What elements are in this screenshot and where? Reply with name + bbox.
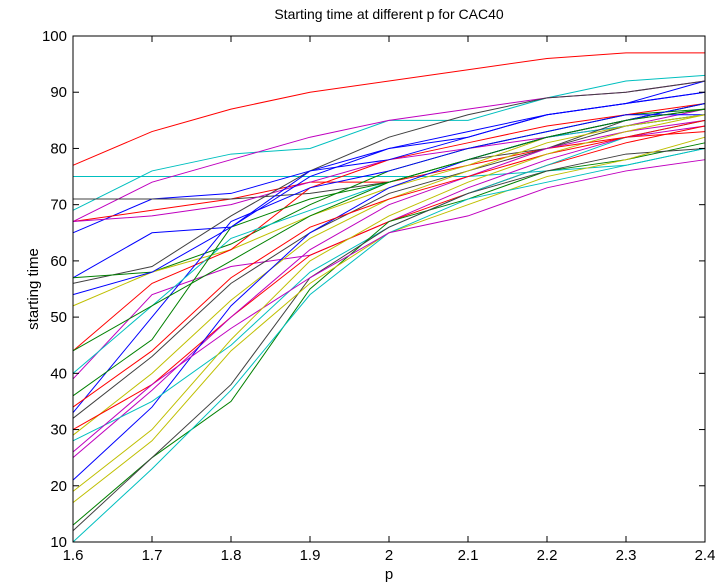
series-line-24 [72,142,706,526]
series-line-15 [72,114,705,414]
series-line-32 [72,114,706,492]
series-line-18 [72,108,706,419]
plot-area-frame [72,35,706,543]
y-tick-label: 70 [50,197,67,214]
y-tick-label: 100 [42,28,67,45]
x-tick-label: 1.9 [300,547,321,564]
x-tick-labels: 1.6 1.7 1.8 1.9 2 2.1 2.2 2.3 2.4 [63,547,715,564]
x-tick-label: 1.8 [221,547,242,564]
y-tick-label: 60 [50,253,67,270]
y-tick-label: 80 [50,140,67,157]
y-axis-title: starting time [25,248,42,330]
series-layer [72,52,706,543]
x-tick-label: 2.4 [695,547,715,564]
x-tick-label: 2.3 [616,547,637,564]
x-tick-label: 1.7 [142,547,163,564]
series-line-31 [72,119,706,408]
x-axis-title: p [385,566,393,583]
y-tick-label: 30 [50,422,67,439]
y-tick-label: 10 [50,534,67,551]
y-tick-labels: 10 20 30 40 50 60 70 80 90 100 [42,28,67,551]
y-tick-label: 40 [50,365,67,382]
chart-title: Starting time at different p for CAC40 [274,6,504,22]
y-tick-label: 90 [50,84,67,101]
y-tick-label: 50 [50,309,67,326]
x-tick-label: 2.2 [537,547,558,564]
x-tick-label: 1.6 [63,547,84,564]
series-line-1 [72,52,705,166]
series-line-25 [72,147,706,532]
series-line-2 [73,147,706,178]
x-tick-label: 2.1 [458,547,479,564]
y-tick-label: 20 [50,478,67,495]
x-tick-label: 2 [385,547,393,564]
series-line-29 [72,91,706,296]
series-line-10 [72,80,706,284]
series-line-28 [72,159,706,453]
series-line-30 [72,108,706,352]
